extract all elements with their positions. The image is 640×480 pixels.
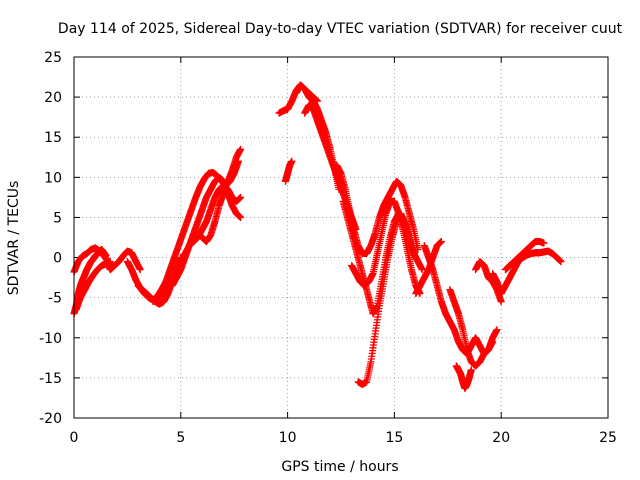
series-arc-25 bbox=[501, 238, 548, 274]
x-tick-label: 5 bbox=[176, 430, 185, 446]
data-point bbox=[437, 238, 445, 246]
grid-layer bbox=[74, 57, 608, 418]
x-tick-label: 0 bbox=[70, 430, 79, 446]
series-arc-18 bbox=[354, 209, 426, 388]
data-point bbox=[497, 298, 505, 306]
y-tick-label: 5 bbox=[53, 210, 62, 226]
data-point bbox=[237, 145, 245, 153]
y-tick-label: -5 bbox=[48, 291, 62, 307]
y-tick-label: 15 bbox=[44, 130, 62, 146]
data-point bbox=[493, 326, 501, 334]
y-tick-label: 20 bbox=[44, 90, 62, 106]
y-axis-label: SDTVAR / TECUs bbox=[6, 181, 22, 296]
series-arc-23 bbox=[472, 258, 505, 306]
y-tick-label: 0 bbox=[53, 251, 62, 267]
data-point bbox=[237, 193, 245, 201]
series-arc-4 bbox=[102, 247, 144, 274]
series-arc-2 bbox=[70, 244, 116, 276]
data-point bbox=[237, 213, 245, 221]
x-tick-label: 10 bbox=[279, 430, 297, 446]
y-tick-label: -10 bbox=[39, 331, 62, 347]
chart-title: Day 114 of 2025, Sidereal Day-to-day VTE… bbox=[58, 21, 623, 37]
x-tick-label: 20 bbox=[492, 430, 510, 446]
x-tick-label: 25 bbox=[599, 430, 617, 446]
data-point bbox=[418, 266, 426, 274]
y-tick-label: 25 bbox=[44, 50, 62, 66]
series-arc-10 bbox=[185, 145, 245, 250]
data-point bbox=[540, 239, 548, 247]
data-layer bbox=[70, 81, 565, 392]
series-arc-20 bbox=[420, 242, 501, 358]
data-point bbox=[136, 266, 144, 274]
x-axis-label: GPS time / hours bbox=[281, 459, 398, 475]
plot-frame bbox=[73, 56, 609, 419]
series-arc-21 bbox=[446, 286, 497, 370]
y-tick-label: -15 bbox=[39, 371, 62, 387]
series-arc-26 bbox=[514, 247, 565, 266]
tick-layer bbox=[73, 56, 609, 419]
series-arc-14 bbox=[301, 101, 360, 233]
series-arc-12 bbox=[281, 157, 296, 185]
y-tick-label: 10 bbox=[44, 170, 62, 186]
series-arc-22 bbox=[452, 362, 475, 392]
data-point bbox=[557, 258, 565, 266]
data-point bbox=[288, 157, 296, 165]
series-arc-8 bbox=[168, 173, 245, 290]
y-tick-label: -20 bbox=[39, 411, 62, 427]
data-point bbox=[467, 366, 475, 374]
x-tick-label: 15 bbox=[385, 430, 403, 446]
label-layer: 0 5 10 15 20 25 -20 -15 -10 -5 0 5 10 15 20 25 bbox=[39, 50, 617, 446]
data-point bbox=[489, 338, 497, 346]
